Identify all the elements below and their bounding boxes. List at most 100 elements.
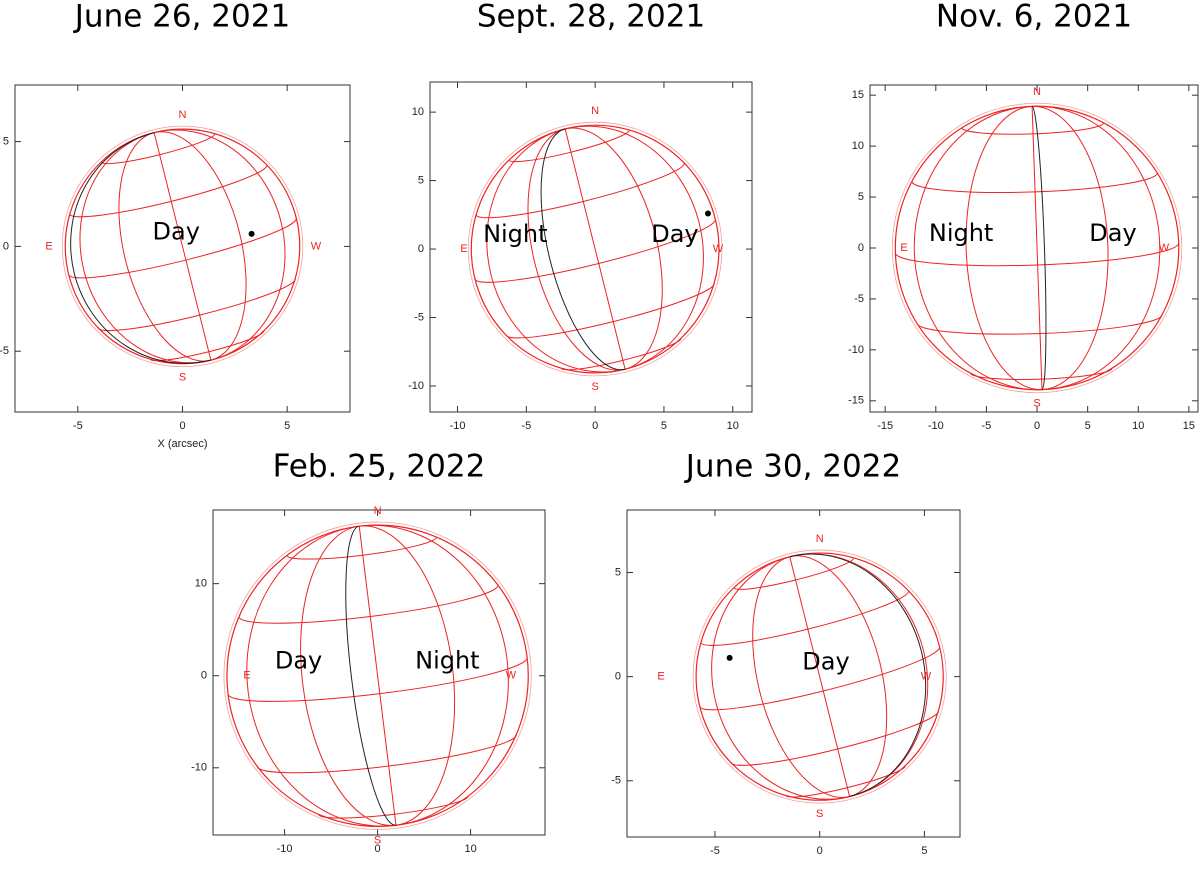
parallel — [286, 536, 437, 560]
globe-halo — [467, 121, 723, 377]
x-tick-label: 0 — [375, 843, 381, 855]
x-tick-label: -15 — [877, 420, 893, 432]
terminator — [345, 525, 397, 826]
x-tick-label: 5 — [1085, 420, 1091, 432]
meridian — [789, 556, 851, 797]
x-tick-label: -10 — [277, 843, 293, 855]
parallel — [970, 368, 1113, 381]
y-tick-label: -10 — [848, 344, 864, 356]
parallel — [560, 338, 682, 371]
x-tick-label: -10 — [450, 420, 466, 432]
parallel — [785, 765, 907, 798]
region-label: Night — [483, 220, 547, 248]
parallel — [227, 657, 528, 702]
parallel — [700, 590, 910, 646]
compass-label: W — [713, 243, 724, 255]
terminator — [789, 553, 927, 798]
y-tick-label: 5 — [858, 191, 864, 203]
meridian — [154, 131, 247, 361]
x-tick-label: -5 — [982, 420, 992, 432]
globe-halo — [223, 521, 532, 830]
meridian — [711, 556, 850, 800]
compass-label: N — [374, 505, 382, 517]
compass-label: N — [179, 109, 187, 121]
y-tick-label: 0 — [858, 242, 864, 254]
y-tick-label: 10 — [195, 578, 207, 590]
globe-grid — [474, 125, 716, 373]
globe-halo — [891, 102, 1183, 394]
parallel — [961, 122, 1105, 135]
y-tick-label: 10 — [412, 106, 424, 118]
x-tick-label: 5 — [284, 420, 290, 432]
meridian — [154, 129, 286, 361]
parallel — [733, 557, 855, 590]
y-tick-label: 0 — [3, 240, 9, 252]
y-tick-label: -10 — [191, 762, 207, 774]
x-tick-label: 10 — [727, 420, 739, 432]
meridian — [79, 132, 211, 364]
parallel — [475, 162, 685, 219]
plot-frame — [212, 509, 546, 836]
compass-label: S — [816, 808, 823, 820]
compass-label: W — [311, 240, 322, 252]
globe-grid — [68, 129, 297, 364]
x-tick-label: -10 — [928, 420, 944, 432]
y-tick-label: 5 — [615, 566, 621, 578]
meridian — [564, 128, 626, 370]
meridian — [486, 128, 626, 373]
meridian — [1031, 106, 1043, 390]
parallel — [97, 278, 296, 332]
meridian — [752, 556, 850, 798]
meridian — [965, 105, 1042, 391]
compass-label: S — [591, 381, 598, 393]
region-label: Night — [929, 219, 993, 247]
meridian — [246, 525, 397, 827]
globe-limb — [470, 124, 720, 374]
compass-label: E — [45, 240, 52, 252]
terminator — [70, 132, 211, 364]
globe-limb — [695, 552, 944, 801]
parallel — [68, 217, 297, 279]
y-tick-label: 5 — [418, 174, 424, 186]
panel-title: June 30, 2022 — [684, 449, 901, 485]
x-tick-label: 0 — [1034, 420, 1040, 432]
meridian — [1032, 105, 1161, 391]
x-tick-label: 0 — [817, 845, 823, 857]
observer-point — [248, 230, 255, 237]
plot-frame — [869, 84, 1199, 413]
y-tick-label: -5 — [854, 293, 864, 305]
region-label: Day — [275, 647, 322, 675]
meridian — [359, 525, 456, 826]
compass-label: E — [657, 671, 664, 683]
globe-grid — [699, 553, 941, 800]
compass-label: E — [460, 243, 467, 255]
compass-label: N — [816, 533, 824, 545]
meridian — [153, 132, 212, 361]
x-tick-label: -5 — [521, 420, 531, 432]
compass-label: S — [179, 372, 186, 384]
x-tick-label: 0 — [179, 420, 185, 432]
meridian — [527, 128, 626, 371]
meridian — [565, 125, 704, 370]
parallel — [100, 133, 216, 165]
panel-title: Sept. 28, 2021 — [477, 0, 705, 35]
panel-title: June 26, 2021 — [73, 0, 290, 35]
y-tick-label: -10 — [408, 380, 424, 392]
globe-halo — [692, 549, 947, 804]
y-tick-label: 0 — [201, 670, 207, 682]
terminator — [540, 128, 626, 371]
x-tick-label: 10 — [464, 843, 476, 855]
compass-label: E — [243, 670, 250, 682]
y-tick-label: 15 — [852, 89, 864, 101]
y-tick-label: 5 — [3, 136, 9, 148]
meridian — [913, 105, 1042, 391]
parallel — [894, 242, 1180, 267]
plot-frame — [626, 509, 961, 838]
parallel — [69, 164, 268, 218]
parallel — [911, 172, 1158, 193]
region-label: Day — [153, 217, 200, 245]
parallel — [505, 283, 715, 339]
region-label: Night — [415, 647, 479, 675]
parallel — [238, 585, 499, 624]
parallel — [699, 646, 941, 711]
